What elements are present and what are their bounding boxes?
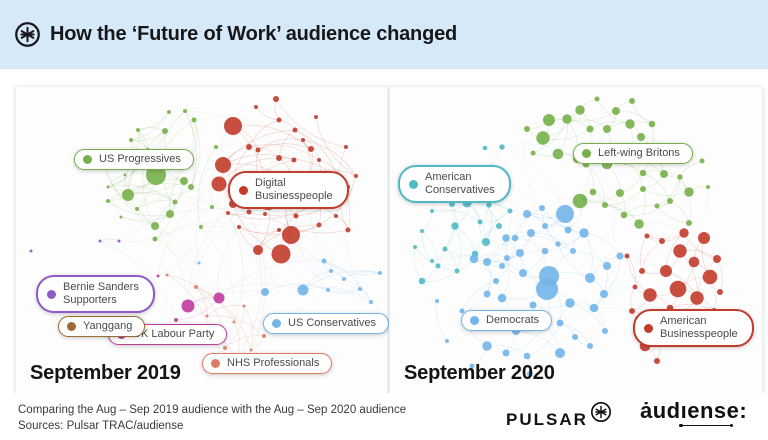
audience-label-text: Yanggang <box>83 320 133 332</box>
audience-label: US Progressives <box>74 149 194 170</box>
header-band: How the ‘Future of Work’ audience change… <box>0 0 768 69</box>
audience-label-dot-icon <box>239 185 248 195</box>
audience-label: Bernie Sanders Supporters <box>36 275 155 313</box>
source-note: Comparing the Aug – Sep 2019 audience wi… <box>18 402 406 434</box>
audience-label-dot-icon <box>211 359 220 368</box>
audience-label: US Conservatives <box>263 313 390 334</box>
chart-panel-2019: US Progressives Digital Businesspeople Bern… <box>15 86 390 395</box>
audience-label-text: Left-wing Britons <box>598 147 680 159</box>
audience-label: Yanggang <box>58 316 146 337</box>
pulsar-logo-text: PULSAR <box>506 410 588 429</box>
audience-label-dot-icon <box>272 319 281 328</box>
audience-labels-2019: US Progressives Digital Businesspeople Bern… <box>16 87 390 394</box>
audiense-logo-text: ȧudıense: <box>640 398 748 423</box>
audience-label: Left-wing Britons <box>573 143 693 164</box>
audience-label: Digital Businesspeople <box>228 171 349 209</box>
network-graph-2019 <box>29 96 382 360</box>
chart-caption-2020: September 2020 <box>404 362 555 384</box>
audience-labels-2020: American Conservatives Left-wing Britons De… <box>390 87 762 394</box>
pulsar-mark-icon <box>590 402 611 422</box>
audience-label-text: Democrats <box>486 314 540 326</box>
footer: Comparing the Aug – Sep 2019 audience wi… <box>0 393 768 440</box>
audiense-logo: ȧudıense: <box>640 398 748 427</box>
audience-label-text: American Businesspeople <box>660 315 738 340</box>
audience-label-text: American Conservatives <box>425 171 495 196</box>
audience-label: NHS Professionals <box>202 353 333 374</box>
audience-label-dot-icon <box>67 322 76 331</box>
audiense-underline-icon <box>679 423 733 427</box>
audience-label-dot-icon <box>409 179 418 189</box>
audience-label: American Businesspeople <box>633 309 754 347</box>
audience-label-dot-icon <box>47 289 56 299</box>
audience-label-dot-icon <box>470 316 479 325</box>
chart-panel-2020: American Conservatives Left-wing Britons De… <box>389 86 763 395</box>
pulsar-logo: PULSAR <box>506 401 612 430</box>
audience-label-text: US Progressives <box>99 153 181 165</box>
audience-label-text: NHS Professionals <box>227 357 320 369</box>
audience-label: Democrats <box>461 310 553 331</box>
sources-note: Sources: Pulsar TRAC/audiense <box>18 420 184 432</box>
audience-label-dot-icon <box>644 323 653 333</box>
pulsar-mark-icon <box>15 22 40 47</box>
audience-label-text: US Conservatives <box>288 317 377 329</box>
chart-caption-2019: September 2019 <box>30 362 181 384</box>
audience-label-dot-icon <box>582 149 591 158</box>
audience-label-text: Digital Businesspeople <box>255 177 333 202</box>
comparison-note: Comparing the Aug – Sep 2019 audience wi… <box>18 404 407 416</box>
audience-label-text: Bernie Sanders Supporters <box>63 281 139 306</box>
page-title: How the ‘Future of Work’ audience change… <box>50 23 458 45</box>
audience-label-dot-icon <box>83 155 92 164</box>
audience-label-text: UK Labour Party <box>133 328 215 340</box>
audience-label: American Conservatives <box>398 165 511 203</box>
